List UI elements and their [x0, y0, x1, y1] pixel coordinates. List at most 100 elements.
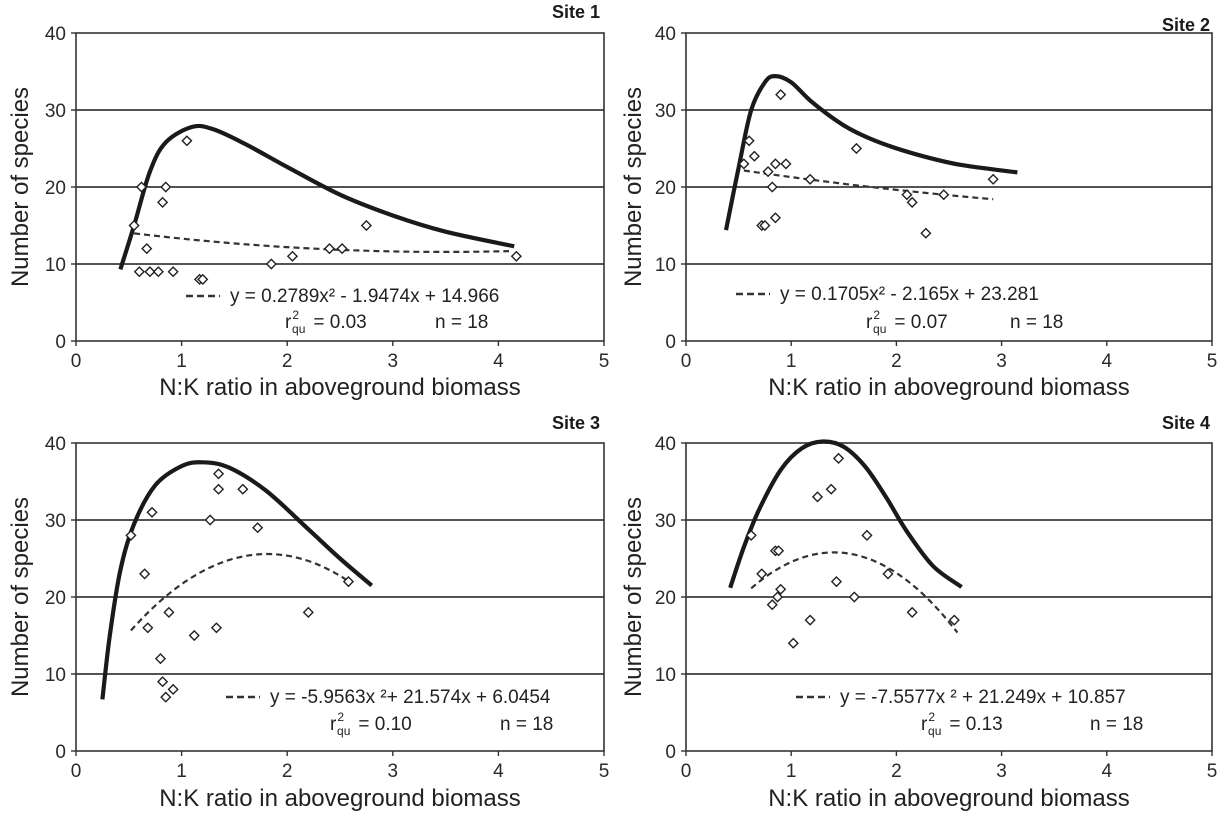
data-point	[135, 181, 148, 193]
data-point	[167, 683, 179, 695]
data-point	[237, 483, 249, 495]
x-tick-label: 3	[996, 351, 1007, 372]
data-point	[832, 452, 845, 464]
data-point	[181, 135, 193, 147]
x-tick-label: 5	[599, 761, 610, 782]
x-tick-label: 3	[996, 761, 1007, 782]
x-tick-label: 1	[176, 351, 187, 372]
panel-site-3: 0 10 20 30 40 0 1 2 3 4 5 N:K ratio in aboveground …	[7, 413, 609, 812]
data-point	[748, 150, 760, 162]
x-tick-label: 4	[1102, 351, 1113, 372]
data-point	[360, 219, 372, 232]
data-point	[265, 258, 277, 270]
quadratic-fit-line	[130, 552, 349, 632]
r2-symbol: r	[866, 312, 873, 333]
x-tick-label: 5	[599, 351, 610, 372]
x-tick-label: 2	[891, 761, 902, 782]
data-point	[738, 158, 750, 170]
r2-symbol: r	[330, 714, 337, 735]
data-point	[906, 196, 918, 208]
data-point	[141, 243, 153, 255]
data-point	[811, 491, 824, 503]
x-tick-label: 0	[71, 351, 82, 372]
data-point	[342, 576, 355, 588]
sample-size-label: n = 18	[435, 312, 488, 333]
x-tick-label: 2	[282, 761, 293, 782]
data-point	[302, 606, 314, 618]
r2-value: = 0.07	[894, 312, 947, 333]
data-point	[825, 483, 837, 495]
r2-superscript: 2	[337, 710, 344, 724]
y-tick-label: 20	[45, 178, 66, 199]
y-axis-title: Number of species	[620, 87, 647, 287]
y-axis-title: Number of species	[620, 497, 647, 697]
data-point	[787, 637, 799, 649]
r2-value: = 0.03	[313, 312, 366, 333]
data-point	[510, 250, 522, 262]
upper-boundary-curve	[100, 460, 374, 700]
panel-title: Site 1	[552, 2, 600, 22]
data-point	[780, 158, 792, 170]
data-point	[850, 142, 863, 155]
r2-superscript: 2	[928, 710, 935, 724]
data-point	[144, 266, 156, 278]
quadratic-fit-line	[133, 232, 510, 253]
y-axis-title: Number of species	[7, 87, 34, 287]
y-tick-label: 20	[655, 178, 676, 199]
x-tick-label: 5	[1207, 761, 1218, 782]
y-tick-label: 10	[655, 665, 676, 686]
upper-boundary-curve	[728, 439, 963, 589]
r2-label: r2 qu = 0.07	[866, 308, 948, 336]
y-tick-label: 40	[655, 24, 676, 45]
data-point	[882, 568, 894, 580]
data-point	[336, 243, 348, 255]
panel-title: Site 4	[1162, 413, 1210, 433]
data-point	[139, 568, 151, 580]
r2-subscript: qu	[928, 724, 941, 738]
y-tick-label: 0	[55, 742, 66, 763]
x-tick-label: 1	[786, 761, 797, 782]
sample-size-label: n = 18	[1090, 714, 1143, 735]
r2-symbol: r	[921, 714, 928, 735]
data-point	[197, 273, 209, 285]
data-point	[160, 691, 172, 703]
data-point	[146, 506, 158, 518]
data-point	[766, 181, 778, 193]
r2-value: = 0.10	[358, 714, 411, 735]
r2-label: r2 qu = 0.13	[921, 710, 1003, 738]
y-tick-label: 30	[655, 511, 676, 532]
data-point	[772, 545, 785, 557]
panel-site-2: 0 10 20 30 40 0 1 2 3 4 5 N:K ratio in aboveground …	[620, 15, 1217, 401]
data-point	[125, 529, 137, 541]
upper-boundary-curve	[723, 73, 1018, 231]
data-point	[948, 614, 960, 626]
data-point	[901, 189, 913, 201]
panel-title: Site 2	[1162, 15, 1210, 35]
y-tick-label: 0	[665, 742, 676, 763]
upper-boundary-curve	[118, 123, 515, 271]
data-point	[163, 606, 175, 618]
data-point	[848, 591, 860, 603]
data-point	[252, 522, 264, 534]
data-point	[212, 483, 225, 495]
data-point	[745, 529, 757, 541]
data-point	[759, 219, 771, 232]
data-point	[204, 514, 216, 526]
x-axis-title: N:K ratio in aboveground biomass	[159, 374, 521, 401]
y-tick-label: 30	[45, 101, 66, 122]
x-tick-label: 4	[493, 761, 504, 782]
r2-superscript: 2	[292, 308, 299, 322]
x-tick-label: 5	[1207, 351, 1218, 372]
y-axis-title: Number of species	[7, 497, 34, 697]
y-tick-label: 10	[45, 665, 66, 686]
x-tick-label: 2	[282, 351, 293, 372]
y-tick-label: 30	[45, 511, 66, 532]
y-tick-label: 0	[55, 332, 66, 353]
data-point	[157, 196, 169, 208]
fit-equation: y = 0.2789x² - 1.9474x + 14.966	[230, 286, 499, 307]
data-point	[167, 266, 179, 278]
y-tick-label: 10	[45, 255, 66, 276]
y-tick-label: 0	[665, 332, 676, 353]
x-tick-label: 4	[493, 351, 504, 372]
